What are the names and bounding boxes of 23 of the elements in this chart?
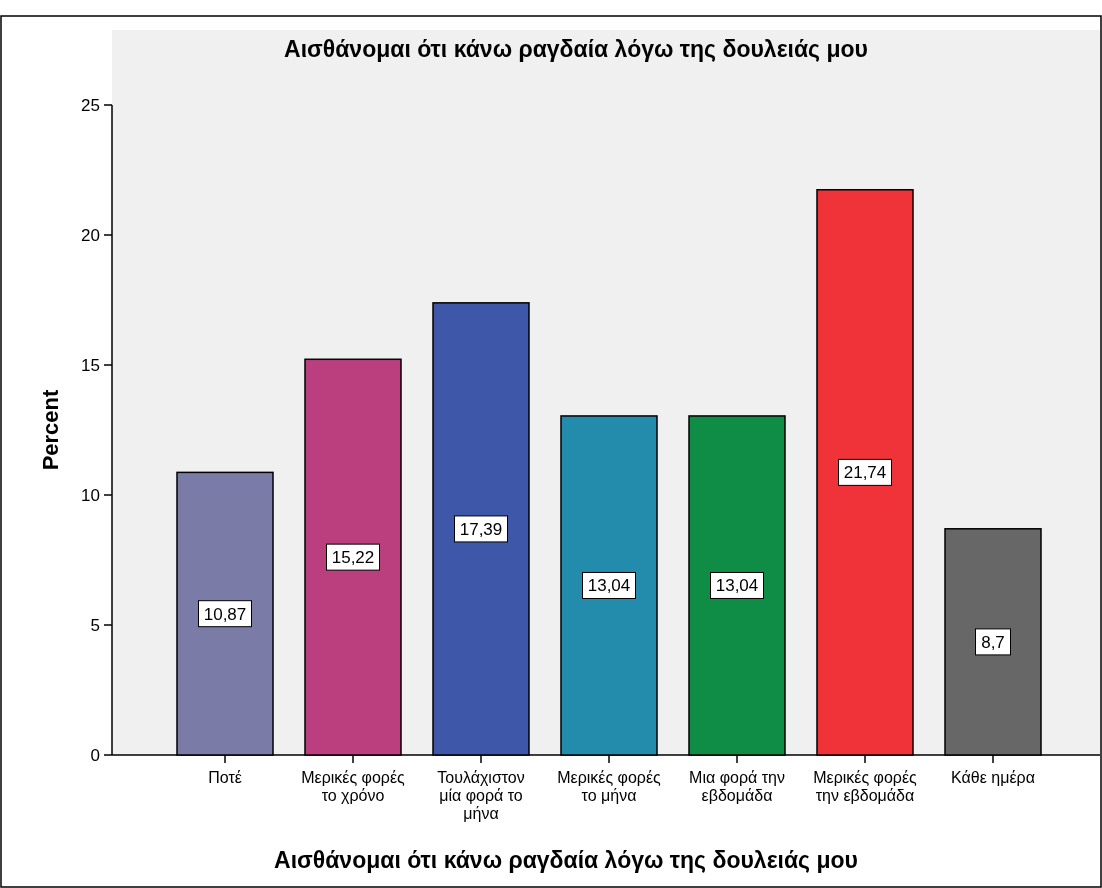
- x-tick-label: Μερικές φορές την εβδομάδα: [813, 769, 918, 804]
- data-label: 13,04: [587, 576, 631, 596]
- y-axis-title: Percent: [38, 388, 63, 471]
- y-tick-label: 0: [90, 746, 100, 765]
- y-tick-label: 10: [81, 486, 100, 505]
- x-tick-label: Μια φορά την εβδομάδα: [689, 769, 785, 804]
- data-label: 15,22: [331, 548, 375, 568]
- x-tick-label: Ποτέ: [208, 769, 242, 786]
- y-tick-label: 15: [81, 356, 100, 375]
- x-tick-label: Μερικές φορές το μήνα: [557, 769, 662, 804]
- y-tick-label: 20: [81, 226, 100, 245]
- x-tick-label: Τουλάχιστον μία φορά το μήνα: [437, 769, 525, 822]
- x-tick-label: Κάθε ημέρα: [951, 769, 1035, 786]
- data-label: 8,7: [981, 632, 1005, 652]
- data-label: 21,74: [843, 463, 887, 483]
- data-label: 10,87: [203, 604, 247, 624]
- x-tick-label: Μερικές φορές το χρόνο: [301, 769, 406, 804]
- y-tick-label: 5: [90, 616, 100, 635]
- data-label: 17,39: [459, 519, 503, 539]
- y-tick-label: 25: [81, 96, 100, 115]
- x-axis-title: Αισθάνομαι ότι κάνω ραγδαία λόγω της δουλειάς μου: [274, 847, 858, 873]
- chart-title: Αισθάνομαι ότι κάνω ραγδαία λόγω της δουλειάς μου: [284, 36, 868, 62]
- data-label: 13,04: [715, 576, 759, 596]
